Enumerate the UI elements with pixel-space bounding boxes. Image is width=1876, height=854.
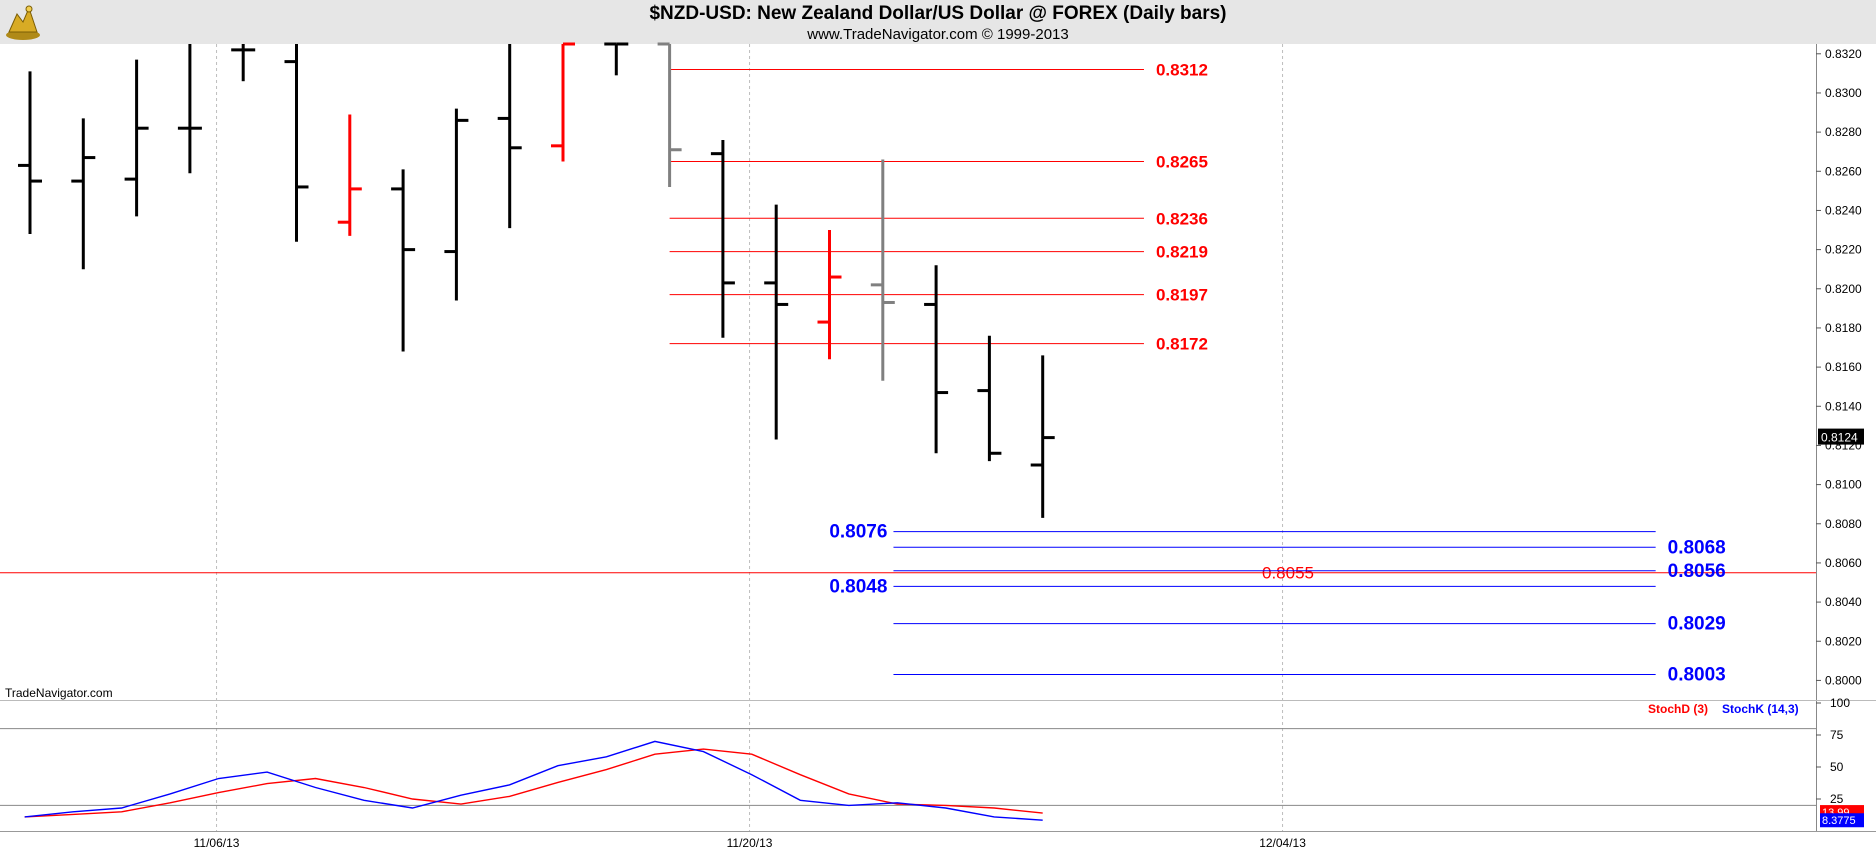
price-tick-label: 0.8140 bbox=[1825, 399, 1862, 413]
price-tick-label: 0.8020 bbox=[1825, 634, 1862, 648]
price-axis: 0.8000 0.8020 0.8040 0.8060 0.8080 0.8100 0.81… bbox=[1816, 47, 1864, 687]
level-label: 0.8219 bbox=[1156, 243, 1208, 262]
price-tick-label: 0.8240 bbox=[1825, 203, 1862, 217]
ohlc-bar[interactable] bbox=[870, 159, 895, 381]
price-tick-label: 0.8040 bbox=[1825, 595, 1862, 609]
ohlc-bar[interactable] bbox=[444, 108, 469, 301]
ohlc-bar[interactable] bbox=[391, 169, 416, 352]
level-label: 0.8236 bbox=[1156, 209, 1208, 228]
legend-stochk: StochK (14,3) bbox=[1722, 702, 1799, 716]
ohlc-bar[interactable] bbox=[337, 114, 362, 236]
ohlc-bar[interactable] bbox=[231, 44, 256, 82]
price-tick-label: 0.8160 bbox=[1825, 360, 1862, 374]
ohlc-bar[interactable] bbox=[124, 59, 149, 217]
last-price-label: 0.8124 bbox=[1821, 431, 1858, 445]
osc-tick-label: 25 bbox=[1830, 792, 1844, 806]
horizontal-level-label: 0.8055 bbox=[1262, 564, 1314, 583]
chart-header: $NZD-USD: New Zealand Dollar/US Dollar @… bbox=[0, 0, 1876, 44]
ohlc-bar[interactable] bbox=[551, 42, 575, 162]
chart-title: $NZD-USD: New Zealand Dollar/US Dollar @… bbox=[649, 3, 1227, 24]
ohlc-bar[interactable] bbox=[1030, 355, 1055, 518]
level-label: 0.8312 bbox=[1156, 60, 1208, 79]
price-tick-label: 0.8280 bbox=[1825, 125, 1862, 139]
level-label: 0.8076 bbox=[829, 522, 887, 543]
price-grid bbox=[0, 44, 1876, 832]
price-tick-label: 0.8060 bbox=[1825, 556, 1862, 570]
price-tick-label: 0.8220 bbox=[1825, 243, 1862, 257]
ohlc-bar[interactable] bbox=[657, 42, 682, 187]
date-tick-label: 12/04/13 bbox=[1259, 836, 1306, 850]
level-label: 0.8048 bbox=[829, 576, 887, 597]
level-label: 0.8197 bbox=[1156, 286, 1208, 305]
series-line-stochd bbox=[24, 748, 1043, 818]
price-tick-label: 0.8200 bbox=[1825, 282, 1862, 296]
trade-navigator-logo-icon bbox=[3, 2, 43, 42]
price-tick-label: 0.8320 bbox=[1825, 47, 1862, 61]
series-line-stochk bbox=[24, 740, 1043, 821]
series-last-badge bbox=[1820, 813, 1864, 828]
ohlc-bar[interactable] bbox=[764, 204, 789, 440]
level-label: 0.8029 bbox=[1668, 614, 1726, 635]
ohlc-bar[interactable] bbox=[71, 118, 96, 270]
price-tick-label: 0.8100 bbox=[1825, 478, 1862, 492]
date-tick-label: 11/20/13 bbox=[727, 836, 773, 850]
ohlc-bar[interactable] bbox=[977, 335, 1002, 462]
price-tick-label: 0.8080 bbox=[1825, 517, 1862, 531]
price-bars[interactable] bbox=[18, 42, 1055, 518]
price-tick-label: 0.8260 bbox=[1825, 164, 1862, 178]
series-last-label: 8.3775 bbox=[1822, 815, 1856, 827]
ohlc-bar[interactable] bbox=[284, 44, 309, 242]
last-price-badge bbox=[1818, 428, 1864, 445]
ohlc-bar[interactable] bbox=[604, 42, 629, 76]
ohlc-bar[interactable] bbox=[924, 265, 949, 454]
date-axis: 11/06/13 11/20/13 12/04/13 bbox=[194, 836, 1307, 850]
level-label: 0.8172 bbox=[1156, 335, 1208, 354]
ohlc-bar[interactable] bbox=[710, 139, 735, 338]
ohlc-bar[interactable] bbox=[177, 44, 202, 174]
osc-tick-label: 75 bbox=[1830, 728, 1844, 742]
level-label: 0.8068 bbox=[1668, 537, 1726, 558]
price-tick-label: 0.8180 bbox=[1825, 321, 1862, 335]
date-tick-label: 11/06/13 bbox=[194, 836, 240, 850]
chart-copyright: www.TradeNavigator.com © 1999-2013 bbox=[807, 26, 1069, 43]
osc-tick-label: 50 bbox=[1830, 760, 1844, 774]
level-label: 0.8056 bbox=[1668, 561, 1726, 582]
ohlc-bar[interactable] bbox=[817, 230, 842, 360]
level-label: 0.8003 bbox=[1668, 665, 1726, 686]
ohlc-bar[interactable] bbox=[497, 44, 522, 229]
price-tick-label: 0.8300 bbox=[1825, 86, 1862, 100]
ohlc-bar[interactable] bbox=[18, 71, 42, 234]
legend-stochd: StochD (3) bbox=[1648, 702, 1708, 716]
price-levels: 0.8055 0.8312 0.8265 0.8236 0.8219 0.8197 0.81… bbox=[0, 60, 1816, 686]
watermark-text: TradeNavigator.com bbox=[5, 686, 113, 700]
price-tick-label: 0.8000 bbox=[1825, 673, 1862, 687]
osc-tick-label: 100 bbox=[1830, 696, 1850, 710]
level-label: 0.8265 bbox=[1156, 152, 1208, 171]
